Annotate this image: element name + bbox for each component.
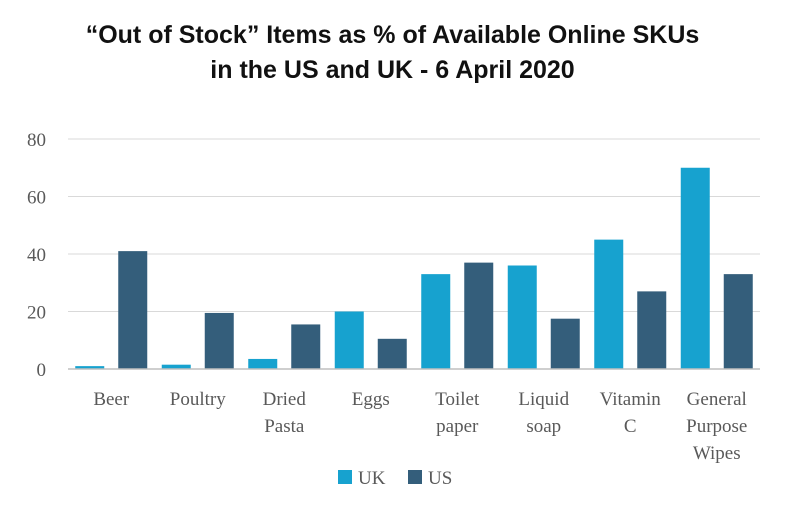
x-category-label: Toilet: [435, 389, 480, 410]
legend-label-uk: UK: [358, 468, 386, 489]
x-category-label: General: [687, 389, 747, 410]
bar-uk-1: [161, 364, 191, 369]
x-category-label: Eggs: [352, 389, 390, 410]
x-category-label: Beer: [93, 389, 130, 410]
x-category-label: C: [624, 416, 637, 437]
chart-title-line-1: “Out of Stock” Items as % of Available O…: [85, 21, 700, 49]
bar-us-1: [204, 312, 234, 369]
x-category-label: Purpose: [686, 416, 747, 437]
bars: [75, 167, 753, 369]
bar-uk-7: [680, 167, 710, 369]
bar-uk-3: [334, 311, 364, 369]
chart-title: “Out of Stock” Items as % of Available O…: [0, 18, 785, 88]
x-category-label: Poultry: [170, 389, 226, 410]
x-category-label: Liquid: [518, 389, 569, 410]
y-tick-label: 0: [37, 360, 47, 381]
x-category-label: soap: [526, 416, 561, 437]
y-axis-ticks: 0 20 40 60 80: [27, 130, 46, 381]
bar-us-0: [118, 251, 148, 369]
x-axis-categories: Beer Poultry Dried Pasta Eggs Toilet paper Liqu…: [93, 389, 747, 464]
bar-us-4: [464, 262, 494, 369]
bar-us-6: [637, 291, 667, 369]
x-category-label: Wipes: [693, 443, 741, 464]
chart-title-line-2: in the US and UK - 6 April 2020: [210, 56, 575, 84]
x-category-label: Pasta: [264, 416, 305, 437]
bar-uk-4: [421, 274, 451, 369]
legend-swatch-uk: [338, 470, 352, 484]
x-category-label: Vitamin: [600, 389, 662, 410]
bar-uk-2: [248, 358, 278, 369]
bar-uk-0: [75, 366, 105, 369]
bar-us-2: [291, 324, 321, 369]
gridlines: [68, 138, 760, 312]
bar-uk-5: [507, 265, 537, 369]
bar-uk-6: [594, 239, 624, 369]
x-category-label: paper: [436, 416, 479, 437]
legend: UK US: [338, 468, 452, 489]
y-tick-label: 80: [27, 130, 46, 151]
bar-us-5: [550, 318, 580, 369]
y-tick-label: 60: [27, 188, 46, 209]
y-tick-label: 40: [27, 245, 46, 266]
y-tick-label: 20: [27, 303, 46, 324]
legend-swatch-us: [408, 470, 422, 484]
legend-label-us: US: [428, 468, 452, 489]
bar-us-3: [377, 338, 407, 369]
x-category-label: Dried: [263, 389, 307, 410]
bar-us-7: [723, 274, 753, 369]
